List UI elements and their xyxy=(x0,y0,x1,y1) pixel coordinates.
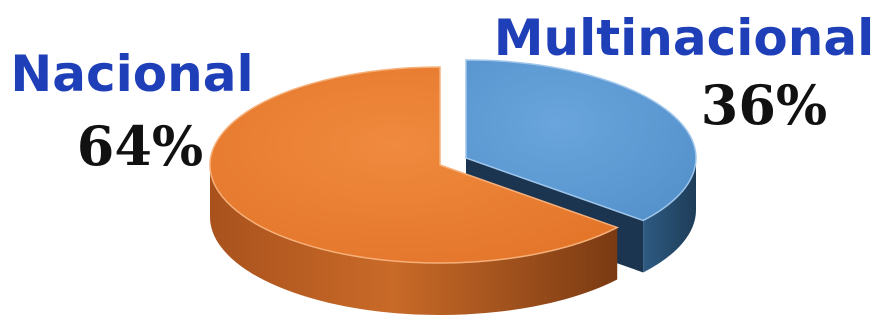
pie-slice-side-wall xyxy=(210,165,618,315)
pie-slice-multinacional xyxy=(465,59,697,222)
pie-slice-nacional xyxy=(209,66,620,264)
category-label-multinacional: Multinacional xyxy=(494,9,874,67)
pie-slice-side-wall xyxy=(643,158,696,273)
value-label-nacional: 64% xyxy=(77,114,203,178)
value-label-multinacional: 36% xyxy=(701,73,827,137)
category-label-nacional: Nacional xyxy=(10,45,253,103)
pie-slice-nacional-side xyxy=(210,165,618,315)
